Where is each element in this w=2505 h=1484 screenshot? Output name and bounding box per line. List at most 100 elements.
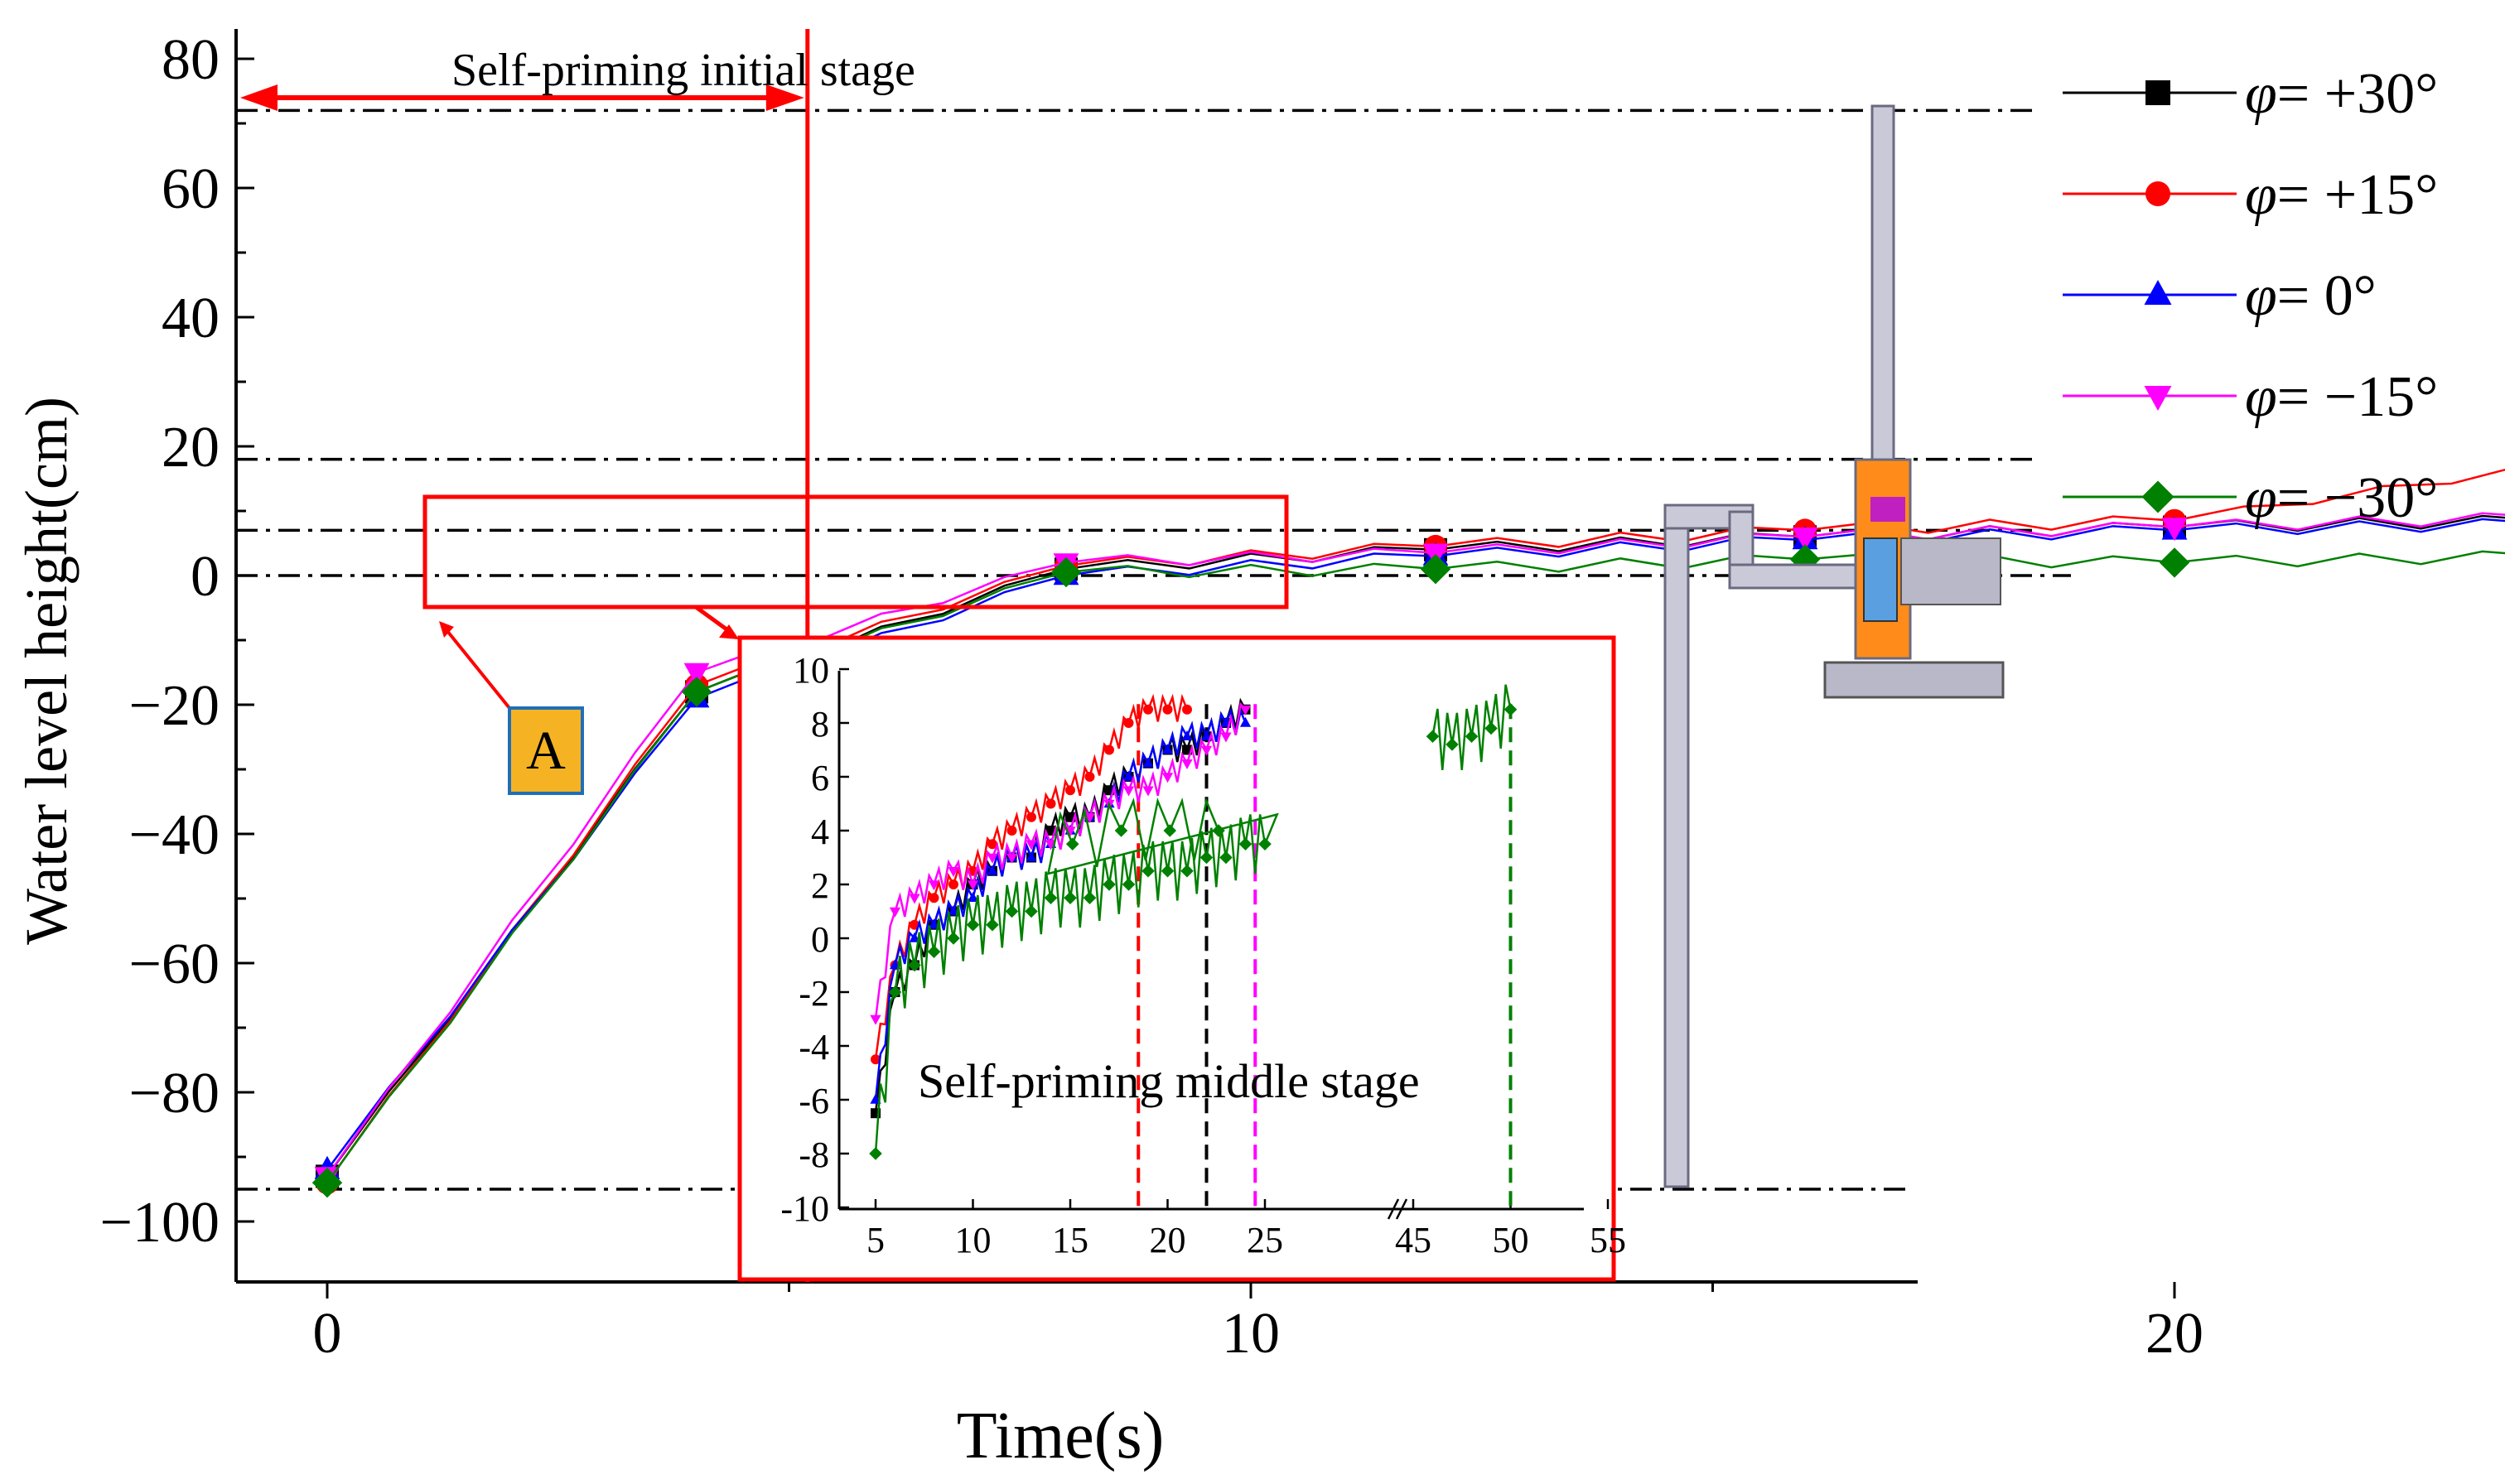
arrow-head-right-icon: [765, 84, 804, 111]
legend-entry: φ= +15°: [2063, 163, 2438, 227]
axis-break-mark: [1387, 1198, 1400, 1220]
inset-data-point-marker: [1114, 824, 1128, 837]
y-tick-label: −40: [129, 803, 220, 867]
inset-data-point-marker: [1219, 850, 1233, 865]
inset-data-point-marker: [889, 907, 901, 918]
pump-impeller: [1863, 537, 1898, 622]
inset-y-tick-label: -6: [799, 1081, 829, 1121]
inset-data-point-marker: [1005, 904, 1019, 918]
inset-data-point-marker: [1141, 864, 1155, 878]
inset-data-point-marker: [870, 1014, 881, 1025]
middle-stage-label: Self-priming middle stage: [918, 1054, 1420, 1108]
data-point-marker: [311, 1168, 343, 1198]
inset-data-point-marker: [1212, 824, 1225, 837]
inset-y-tick-label: -8: [799, 1135, 829, 1175]
legend-entry: φ= −15°: [2063, 365, 2438, 429]
data-point-marker: [1420, 554, 1451, 585]
pump-base: [1823, 661, 2005, 699]
inset-data-point-marker: [1044, 891, 1058, 905]
y-tick-label: −100: [100, 1191, 220, 1255]
legend: φ= +30° φ= +15° φ= 0° φ= −15° φ= −30°: [2063, 62, 2438, 530]
legend-label: φ= +30°: [2245, 62, 2438, 126]
inset-data-point-marker: [1465, 730, 1479, 744]
y-tick-label: −60: [129, 932, 220, 996]
data-point-marker: [683, 662, 710, 687]
inset-data-point-marker: [1161, 864, 1175, 878]
outlet-pipe: [1870, 104, 1895, 464]
inset-series-line: [874, 701, 1247, 1019]
legend-label: φ= +15°: [2245, 163, 2438, 227]
data-point-marker: [1789, 544, 1821, 575]
inset-x-tick-label: 5: [866, 1220, 885, 1260]
inset-data-point-marker: [888, 985, 902, 999]
x-tick-label: 10: [1222, 1302, 1280, 1366]
legend-marker: [2145, 181, 2170, 206]
inset-data-point-marker: [1503, 702, 1518, 716]
inset-y-tick-label: 4: [811, 812, 829, 852]
inset-data-point-marker: [1084, 772, 1095, 782]
inset-data-point-marker: [1123, 718, 1134, 728]
inset-series: [869, 684, 1518, 1209]
pump-schematic-illustration: [1663, 104, 2005, 1188]
inset-data-point-marker: [1026, 840, 1037, 850]
inset-x-tick-label: 10: [955, 1220, 992, 1260]
inset-data-point-marker: [1104, 744, 1114, 755]
initial-stage-annotation: Self-priming initial stage: [240, 29, 915, 1282]
inset-data-point-marker: [1182, 704, 1192, 715]
inset-data-point-marker: [1122, 786, 1135, 797]
inset-data-point-marker: [1006, 826, 1017, 836]
inset-data-point-marker: [1064, 891, 1077, 905]
inset-data-point-marker: [871, 1054, 881, 1065]
inset-y-tick-label: 6: [811, 758, 829, 798]
point-a-arrow: [446, 629, 511, 710]
inset-data-point-marker: [1258, 837, 1272, 851]
legend-marker: [2144, 386, 2172, 411]
inset-x-tick-label: 25: [1247, 1220, 1283, 1260]
inset-data-point-marker: [1220, 732, 1232, 743]
y-tick-label: −20: [129, 674, 220, 738]
series-line: [326, 514, 2505, 1178]
x-tick-label: 20: [2145, 1302, 2203, 1366]
inset-data-point-marker: [929, 893, 939, 903]
inset-data-point-marker: [1239, 705, 1252, 716]
inset-data-point-marker: [1065, 785, 1075, 796]
middle-stage-highlight-box: [422, 494, 1289, 610]
inset-data-point-marker: [1238, 837, 1252, 851]
data-point-marker: [1050, 556, 1082, 588]
inset-data-point-marker: [1180, 864, 1194, 878]
y-tick-label: 80: [162, 28, 220, 92]
inset-data-point-marker: [1181, 759, 1193, 769]
y-tick-label: 40: [162, 287, 220, 350]
inset-connector-arrow: [694, 605, 731, 634]
inset-data-point-marker: [1045, 840, 1057, 850]
legend-marker: [2145, 80, 2170, 105]
initial-stage-label: Self-priming initial stage: [451, 45, 915, 96]
inset-data-point-marker: [1199, 850, 1214, 865]
arrow-head-left-icon: [240, 84, 278, 111]
inset-data-point-marker: [1200, 745, 1213, 756]
data-point-marker: [2161, 518, 2188, 542]
y-tick-label: 20: [162, 416, 220, 479]
inset-y-tick-label: 2: [811, 865, 829, 906]
inset-data-point-marker: [1484, 721, 1498, 735]
inset-data-point-marker: [948, 879, 958, 889]
inset-x-tick-label: 55: [1590, 1220, 1626, 1260]
legend-label: φ= −15°: [2245, 365, 2438, 429]
inset-data-point-marker: [1065, 837, 1079, 851]
legend-entry: φ= −30°: [2063, 466, 2438, 530]
inset-y-tick-label: -10: [780, 1188, 829, 1229]
y-tick-label: 0: [191, 545, 220, 609]
inset-data-point-marker: [1163, 824, 1177, 837]
legend-label: φ= 0°: [2245, 264, 2377, 328]
inset-data-point-marker: [1161, 744, 1174, 754]
inset-data-point-marker: [1142, 757, 1154, 768]
inset-data-point-marker: [1006, 853, 1018, 864]
inset-data-point-marker: [1122, 770, 1135, 781]
inset-y-tick-label: 10: [793, 650, 829, 691]
pump-inlet-pipe: [1728, 563, 1874, 590]
inset-data-point-marker: [987, 865, 998, 875]
legend-entry: φ= +30°: [2063, 62, 2438, 126]
legend-label: φ= −30°: [2245, 466, 2438, 530]
inset-data-point-marker: [908, 958, 921, 972]
inset-data-point-marker: [927, 945, 941, 959]
